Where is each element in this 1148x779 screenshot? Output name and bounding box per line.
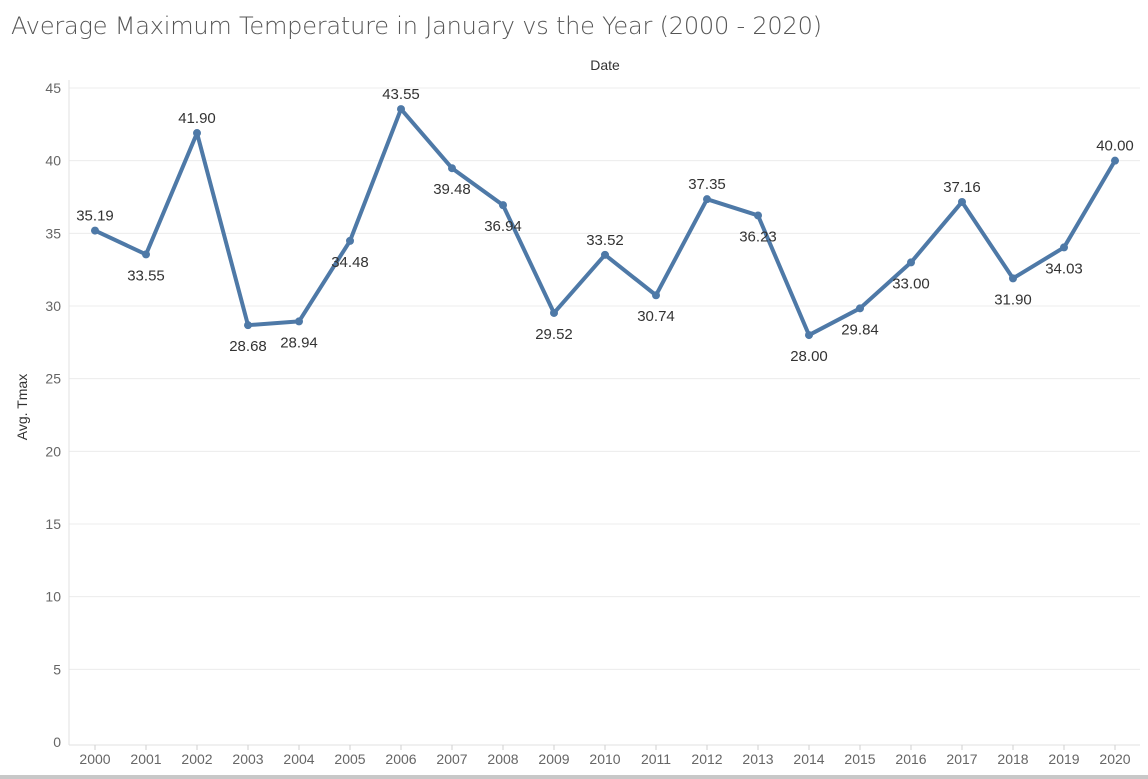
x-tick-label: 2012 xyxy=(691,751,722,767)
x-tick-label: 2009 xyxy=(538,751,569,767)
x-tick-label: 2001 xyxy=(130,751,161,767)
y-tick-label: 15 xyxy=(45,516,61,532)
data-point xyxy=(1009,274,1017,283)
data-label: 33.52 xyxy=(586,232,624,249)
data-label: 28.94 xyxy=(280,334,318,351)
data-label: 37.16 xyxy=(943,179,981,196)
x-tick-label: 2016 xyxy=(895,751,926,767)
data-point xyxy=(805,331,813,340)
data-point xyxy=(448,164,456,173)
data-point xyxy=(958,197,966,206)
x-tick-label: 2002 xyxy=(181,751,212,767)
data-label: 29.84 xyxy=(841,321,879,338)
data-label: 34.48 xyxy=(331,254,369,271)
y-tick-label: 20 xyxy=(45,443,61,459)
data-point xyxy=(856,304,864,313)
data-point xyxy=(601,250,609,259)
data-label: 29.52 xyxy=(535,326,573,343)
bottom-divider xyxy=(0,775,1148,779)
x-tick-label: 2017 xyxy=(946,751,977,767)
x-tick-label: 2003 xyxy=(232,751,263,767)
axes: 0 5 10 15 20 25 30 35 40 45 2000 2001 2002 2003 2004 20… xyxy=(45,80,1140,767)
data-label: 33.00 xyxy=(892,275,930,292)
x-tick-label: 2015 xyxy=(844,751,875,767)
data-point xyxy=(193,129,201,138)
data-label: 31.90 xyxy=(994,291,1032,308)
data-point xyxy=(550,308,558,317)
x-tick-label: 2020 xyxy=(1099,751,1130,767)
y-tick-label: 10 xyxy=(45,589,61,605)
data-label: 37.35 xyxy=(688,176,726,193)
data-point xyxy=(754,211,762,220)
data-label: 35.19 xyxy=(76,208,114,225)
y-tick-label: 45 xyxy=(45,80,61,96)
y-tick-label: 25 xyxy=(45,371,61,387)
data-label: 34.03 xyxy=(1045,260,1083,277)
x-tick-label: 2004 xyxy=(283,751,314,767)
data-label: 36.23 xyxy=(739,228,777,245)
data-label: 40.00 xyxy=(1096,138,1134,155)
x-tick-label: 2018 xyxy=(997,751,1028,767)
series-line xyxy=(93,107,1117,338)
data-point xyxy=(346,236,354,245)
y-tick-label: 0 xyxy=(53,734,61,750)
data-point xyxy=(244,321,252,330)
data-label: 33.55 xyxy=(127,267,165,284)
chart-title: Average Maximum Temperature in January v… xyxy=(11,12,822,40)
x-tick-label: 2011 xyxy=(641,751,671,767)
x-tick-label: 2007 xyxy=(436,751,467,767)
x-tick-label: 2005 xyxy=(334,751,365,767)
data-point xyxy=(1060,243,1068,252)
data-point xyxy=(295,317,303,326)
data-label: 41.90 xyxy=(178,110,216,127)
series-line-layer xyxy=(93,107,1117,338)
data-label: 28.68 xyxy=(229,338,267,355)
y-tick-label: 5 xyxy=(53,661,61,677)
x-tick-label: 2013 xyxy=(742,751,773,767)
data-label: 43.55 xyxy=(382,86,420,103)
y-tick-label: 30 xyxy=(45,298,61,314)
data-label: 28.00 xyxy=(790,348,828,365)
data-point xyxy=(499,201,507,210)
y-tick-label: 35 xyxy=(45,225,61,241)
x-tick-label: 2019 xyxy=(1048,751,1079,767)
data-label: 30.74 xyxy=(637,308,675,325)
data-points xyxy=(91,105,1119,340)
data-label: 39.48 xyxy=(433,181,471,198)
data-point xyxy=(1111,156,1119,165)
data-point xyxy=(142,250,150,259)
data-point xyxy=(397,105,405,114)
y-tick-label: 40 xyxy=(45,153,61,169)
x-tick-label: 2006 xyxy=(385,751,416,767)
x-tick-label: 2000 xyxy=(79,751,110,767)
data-point xyxy=(91,226,99,235)
data-labels: 35.19 33.55 41.90 28.68 28.94 34.48 43.55 39.48… xyxy=(76,86,1134,365)
x-tick-label: 2008 xyxy=(487,751,518,767)
data-point xyxy=(703,195,711,204)
x-tick-label: 2014 xyxy=(793,751,824,767)
data-label: 36.94 xyxy=(484,218,522,235)
x-tick-label: 2010 xyxy=(589,751,620,767)
x-axis-label: Date xyxy=(590,57,620,73)
gridlines xyxy=(69,87,1140,670)
data-point xyxy=(907,258,915,267)
data-point xyxy=(652,291,660,300)
